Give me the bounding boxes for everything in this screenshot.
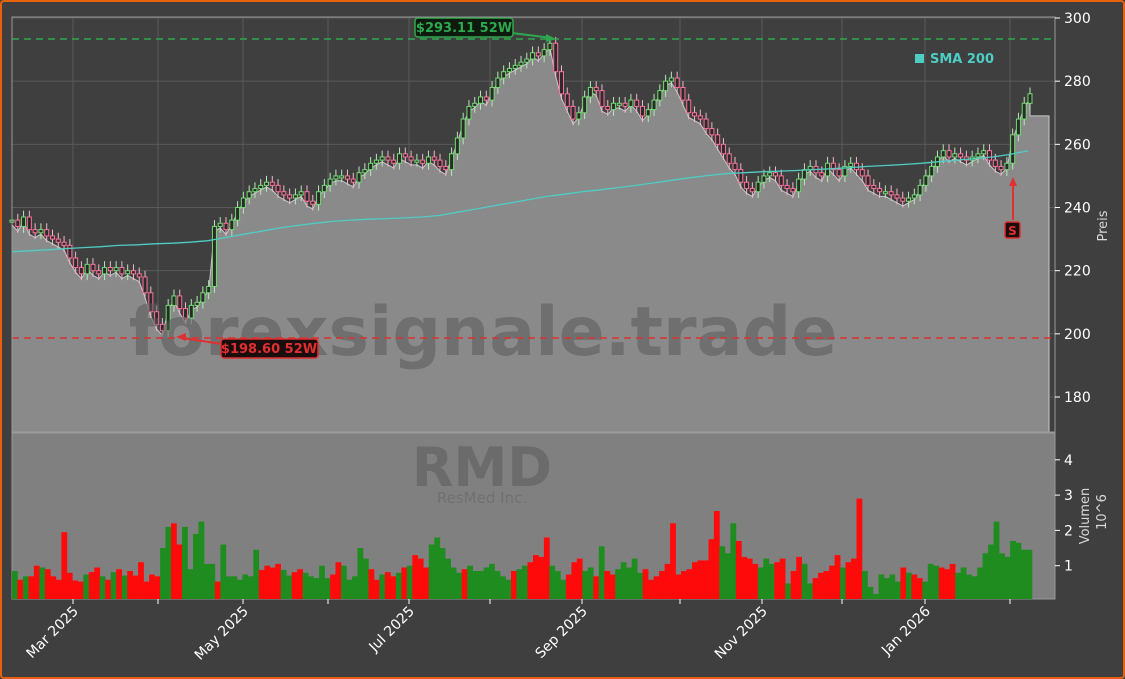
low-52w-badge <box>220 338 319 359</box>
svg-text:May 2025: May 2025 <box>192 604 252 664</box>
high-arrow-head-icon <box>546 34 556 42</box>
company-watermark: ResMed Inc. <box>437 489 527 507</box>
candlesticks <box>9 36 1033 337</box>
svg-text:200: 200 <box>1064 327 1091 343</box>
svg-text:4: 4 <box>1064 453 1073 469</box>
price-pane-border <box>11 16 1056 433</box>
svg-text:240: 240 <box>1064 201 1091 217</box>
low-arrow <box>181 337 223 345</box>
watermark-text: forexsignale.trade <box>129 293 838 372</box>
legend-swatch-sma200 <box>915 54 924 63</box>
price-axis: 180 200 220 240 260 280 300 <box>1055 11 1091 406</box>
volume-axis: 1 2 3 4 <box>1055 453 1073 575</box>
volume-bars <box>12 498 1033 599</box>
sma200-line <box>11 150 1029 253</box>
price-area <box>11 46 1050 433</box>
svg-text:1: 1 <box>1064 559 1073 575</box>
svg-text:Nov 2025: Nov 2025 <box>712 604 771 663</box>
legend-label-sma200: SMA 200 <box>930 52 994 67</box>
svg-text:300: 300 <box>1064 11 1091 27</box>
svg-text:220: 220 <box>1064 264 1091 280</box>
svg-text:Sep 2025: Sep 2025 <box>533 604 591 662</box>
volume-axis-title: Volumen <box>1078 488 1093 545</box>
svg-text:3: 3 <box>1064 488 1073 504</box>
low-52w-label: $198.60 52W <box>221 342 317 357</box>
svg-text:2: 2 <box>1064 523 1073 539</box>
svg-text:280: 280 <box>1064 74 1091 90</box>
price-axis-title: Preis <box>1096 210 1111 241</box>
ticker-watermark: RMD <box>412 436 552 499</box>
svg-text:Jul 2025: Jul 2025 <box>366 604 418 656</box>
low-arrow-head-icon <box>176 333 186 341</box>
high-arrow <box>511 32 553 39</box>
signal-label: S <box>1008 224 1017 238</box>
svg-text:Jan 2026: Jan 2026 <box>878 603 934 659</box>
high-52w-label: $293.11 52W <box>416 21 512 36</box>
svg-text:Mar 2025: Mar 2025 <box>23 604 81 662</box>
svg-text:180: 180 <box>1064 390 1091 406</box>
signal-badge <box>1004 221 1021 239</box>
signal-arrow-head-icon <box>1009 177 1017 186</box>
svg-text:260: 260 <box>1064 137 1091 153</box>
high-52w-badge <box>414 17 514 38</box>
date-axis: Mar 2025 May 2025 Jul 2025 Sep 2025 Nov 2025… <box>23 599 1011 664</box>
volume-scale-label: 10^6 <box>1095 494 1110 530</box>
